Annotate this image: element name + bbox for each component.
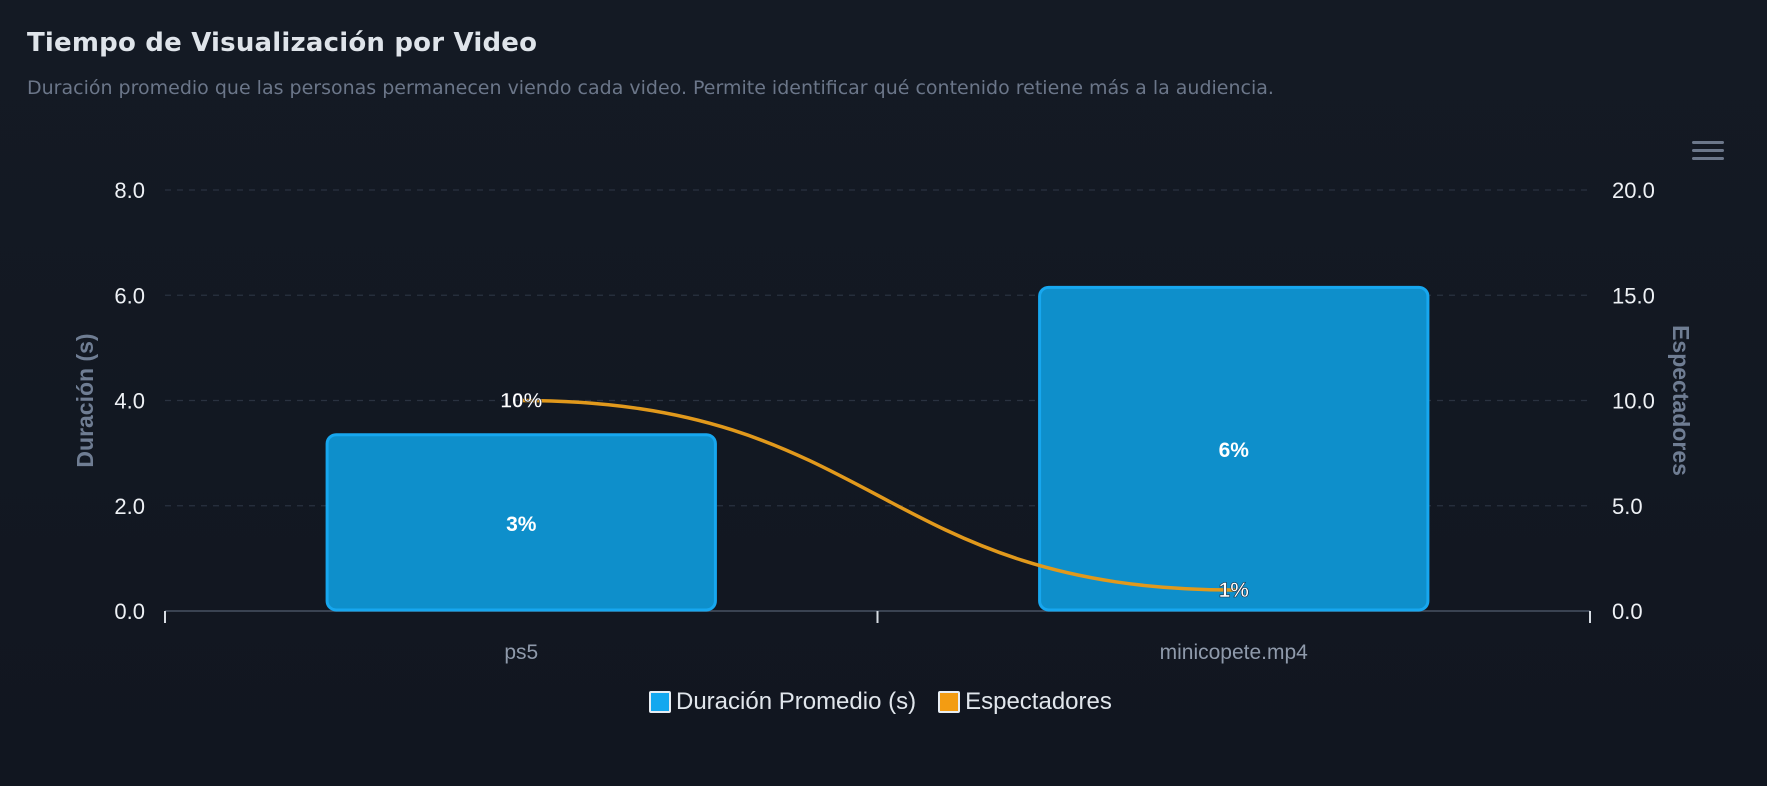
chart-title: Tiempo de Visualización por Video: [27, 28, 538, 58]
legend-swatch-duracion: [649, 691, 671, 713]
y-axis-title: Duración (s): [72, 333, 98, 467]
bar-minicopete: [1038, 285, 1430, 612]
series-line-espectadores: [519, 398, 1236, 592]
x-category-label: ps5: [504, 641, 538, 664]
hamburger-menu-icon[interactable]: [1692, 141, 1724, 167]
menu-icon-bar: [1692, 149, 1724, 152]
y-tick-label: 0.0: [114, 599, 145, 624]
x-category-label: minicopete.mp4: [1160, 641, 1309, 664]
y2-tick-label: 20.0: [1612, 178, 1655, 203]
line-data-label: 1%: [1219, 579, 1250, 602]
chart-legend: Duración Promedio (s) Espectadores: [649, 687, 1112, 717]
y-tick-label: 8.0: [114, 178, 145, 203]
bar-ps5: [325, 433, 717, 612]
y2-tick-label: 10.0: [1612, 389, 1655, 414]
legend-label-espectadores: Espectadores: [965, 688, 1112, 715]
y2-tick-label: 5.0: [1612, 494, 1643, 519]
bar-data-label: 3%: [506, 513, 537, 536]
y-tick-label: 2.0: [114, 494, 145, 519]
y2-tick-label: 15.0: [1612, 283, 1655, 308]
legend-item-duracion[interactable]: Duración Promedio (s): [649, 688, 916, 716]
y-tick-label: 4.0: [114, 389, 145, 414]
y2-axis-title: Espectadores: [1668, 325, 1694, 476]
legend-item-espectadores[interactable]: Espectadores: [938, 688, 1112, 716]
menu-icon-bar: [1692, 141, 1724, 144]
chart-subtitle: Duración promedio que las personas perma…: [27, 77, 1274, 99]
y-tick-label: 6.0: [114, 283, 145, 308]
legend-label-duracion: Duración Promedio (s): [676, 688, 917, 715]
y2-tick-label: 0.0: [1612, 599, 1643, 624]
line-data-label: 10%: [500, 390, 542, 413]
bar-data-label: 6%: [1219, 439, 1250, 462]
menu-icon-bar: [1692, 157, 1724, 160]
legend-swatch-espectadores: [938, 691, 961, 713]
